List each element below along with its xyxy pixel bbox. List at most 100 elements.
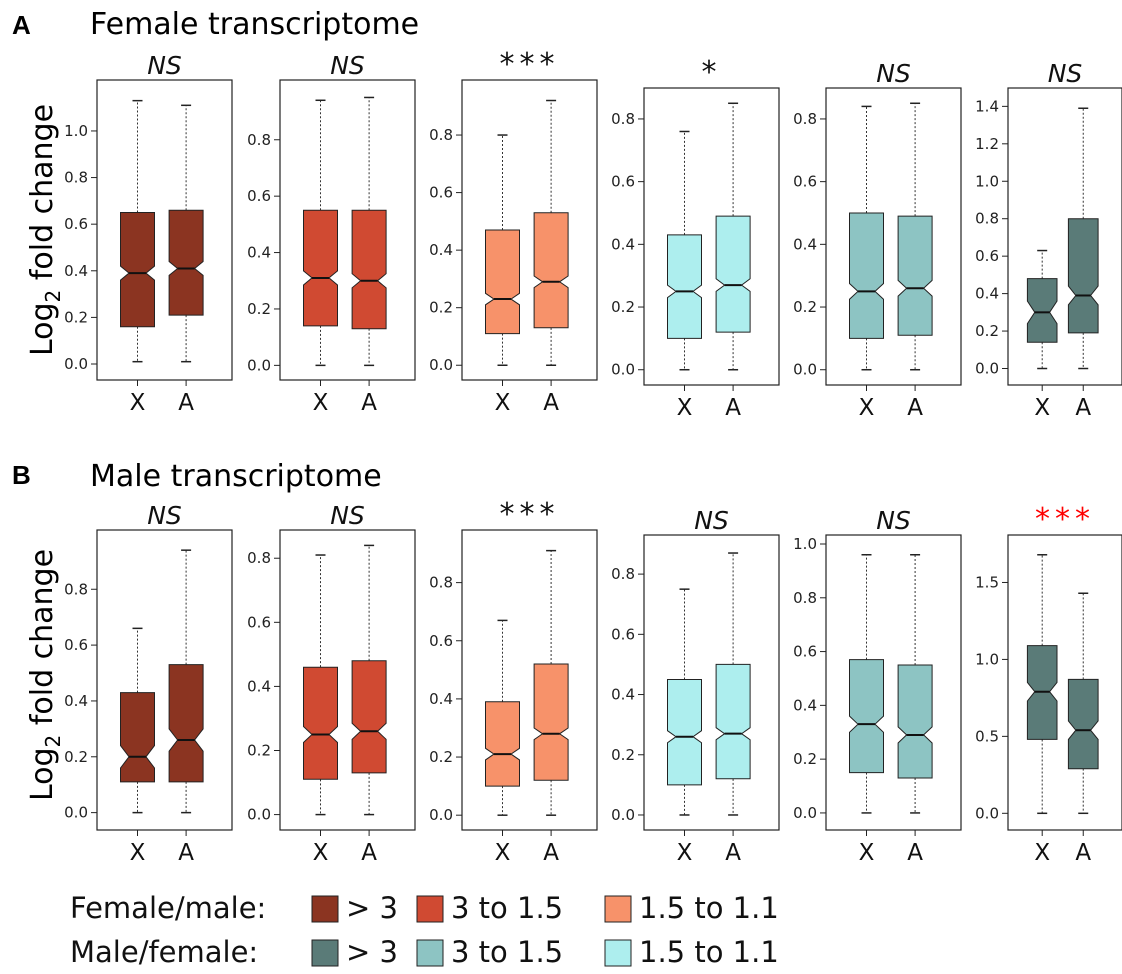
- panel-a-ylabel-rest: fold change: [25, 104, 60, 290]
- y-tick-label: 1.4: [975, 97, 999, 115]
- panel-b-title: Male transcriptome: [90, 459, 382, 494]
- legend-item-mf-gt3: > 3: [346, 935, 398, 969]
- subplot-b-2: 0.0 0.2 0.4 0.6 0.8 NS X A: [247, 501, 416, 866]
- y-tick-label: 0.4: [247, 244, 271, 262]
- legend-swatch-fm-15to11: [604, 895, 632, 923]
- subplot-a-3: 0.0 0.2 0.4 0.6 0.8 *** X A: [429, 47, 598, 416]
- significance-label: *: [702, 55, 722, 90]
- y-tick-label: 1.0: [975, 172, 999, 190]
- box-a: [1067, 678, 1099, 770]
- y-tick-label: 1.2: [975, 135, 999, 153]
- x-category-label: X: [313, 390, 329, 416]
- panel-b-ylabel-main: Log: [25, 747, 60, 801]
- x-category-label: A: [1075, 840, 1091, 866]
- y-tick-label: 0.2: [64, 748, 88, 766]
- significance-label: NS: [1048, 59, 1083, 88]
- x-category-label: A: [1075, 395, 1091, 421]
- box-a: [897, 664, 933, 779]
- y-tick-label: 0.0: [611, 361, 635, 379]
- y-tick-label: 0.2: [611, 746, 635, 764]
- subplot-a-2: 0.0 0.2 0.4 0.6 0.8 NS X A: [247, 51, 416, 416]
- x-category-label: X: [495, 840, 511, 866]
- y-tick-label: 0.0: [975, 804, 999, 822]
- y-tick-label: 0.2: [247, 300, 271, 318]
- legend-row-2-label: Male/female:: [70, 935, 258, 969]
- subplot-a-1: 0.0 0.2 0.4 0.6 0.8 1.0 NS X A: [64, 51, 233, 416]
- box-a: [533, 212, 569, 329]
- plot-frame: [96, 79, 233, 381]
- legend-item-mf-3to15: 3 to 1.5: [451, 935, 563, 969]
- panel-a-title: Female transcriptome: [90, 7, 419, 42]
- box-a: [715, 215, 751, 333]
- y-tick-label: 0.2: [611, 298, 635, 316]
- box-a: [351, 660, 387, 774]
- subplot-a-4: 0.0 0.2 0.4 0.6 0.8 * X A: [611, 55, 780, 421]
- x-category-label: A: [725, 395, 741, 421]
- y-tick-label: 0.8: [975, 210, 999, 228]
- panel-b-ylabel-rest: fold change: [25, 549, 60, 735]
- legend-item-fm-15to11: 1.5 to 1.1: [639, 891, 779, 925]
- x-category-label: A: [907, 395, 923, 421]
- box-x: [485, 229, 520, 335]
- y-tick-label: 0.6: [793, 173, 817, 191]
- y-tick-label: 0.8: [611, 565, 635, 583]
- y-tick-label: 0.4: [64, 692, 88, 710]
- x-category-label: X: [677, 840, 693, 866]
- plot-frame: [96, 529, 233, 831]
- legend-row-1-label: Female/male:: [70, 891, 266, 925]
- panel-a-ylabel: Log2 fold change: [25, 104, 65, 356]
- y-tick-label: 0.0: [429, 356, 453, 374]
- y-tick-label: 0.6: [975, 247, 999, 265]
- subplot-b-4: 0.0 0.2 0.4 0.6 0.8 NS X A: [611, 506, 780, 866]
- box-x: [1026, 278, 1058, 343]
- y-tick-label: 1.5: [975, 573, 999, 591]
- y-tick-label: 0.8: [247, 131, 271, 149]
- panel-b-ylabel-sub: 2: [41, 735, 65, 748]
- significance-label: NS: [876, 506, 911, 535]
- y-tick-label: 0.2: [64, 308, 88, 326]
- y-tick-label: 0.6: [247, 613, 271, 631]
- plot-frame: [1007, 87, 1122, 386]
- y-tick-label: 0.6: [429, 184, 453, 202]
- y-tick-label: 0.8: [247, 549, 271, 567]
- panel-a-letter: A: [12, 10, 31, 40]
- panel-b-letter: B: [12, 460, 31, 490]
- significance-label: NS: [147, 501, 182, 530]
- x-category-label: A: [178, 390, 194, 416]
- y-tick-label: 1.0: [64, 122, 88, 140]
- plot-frame: [461, 79, 598, 381]
- y-tick-label: 0.2: [975, 322, 999, 340]
- plot-frame: [825, 534, 962, 831]
- y-tick-label: 0.8: [429, 574, 453, 592]
- x-category-label: A: [361, 390, 377, 416]
- subplot-b-1: 0.0 0.2 0.4 0.6 0.8 NS X A: [64, 501, 233, 866]
- y-tick-label: 0.8: [611, 110, 635, 128]
- y-tick-label: 0.4: [793, 235, 817, 253]
- subplot-b-5: 0.0 0.2 0.4 0.6 0.8 1.0 NS X A: [793, 506, 962, 866]
- y-tick-label: 0.6: [793, 643, 817, 661]
- box-x: [667, 234, 702, 339]
- x-category-label: X: [1034, 840, 1050, 866]
- x-category-label: X: [313, 840, 329, 866]
- y-tick-label: 0.4: [975, 285, 999, 303]
- y-tick-label: 0.0: [429, 806, 453, 824]
- box-x: [849, 659, 884, 774]
- plot-frame: [643, 87, 780, 386]
- x-category-label: X: [677, 395, 693, 421]
- y-tick-label: 0.2: [793, 750, 817, 768]
- legend: Female/male: > 3 3 to 1.5 1.5 to 1.1 Mal…: [70, 891, 779, 969]
- legend-item-fm-gt3: > 3: [346, 891, 398, 925]
- subplot-b-6: 0.0 0.5 1.0 1.5 *** X A: [975, 502, 1122, 866]
- subplot-b-3: 0.0 0.2 0.4 0.6 0.8 *** X A: [429, 497, 598, 866]
- plot-frame: [279, 529, 416, 831]
- y-tick-label: 0.4: [429, 690, 453, 708]
- x-category-label: X: [130, 390, 146, 416]
- y-tick-label: 0.6: [247, 187, 271, 205]
- x-category-label: A: [178, 840, 194, 866]
- box-a: [897, 215, 933, 336]
- y-tick-label: 0.0: [975, 360, 999, 378]
- x-category-label: A: [361, 840, 377, 866]
- y-tick-label: 0.0: [793, 804, 817, 822]
